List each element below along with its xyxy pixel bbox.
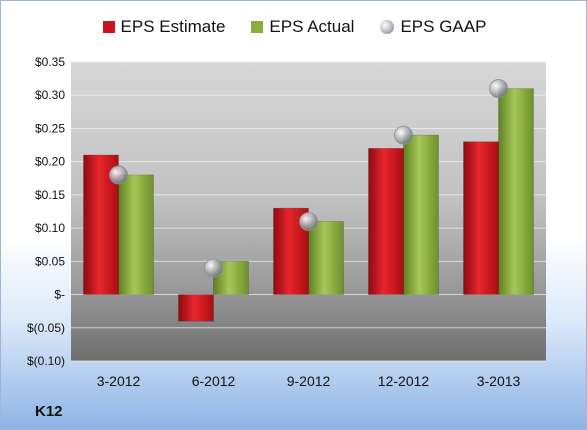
legend-label-eps-gaap: EPS GAAP <box>400 17 487 36</box>
bar-eps-actual <box>308 221 344 295</box>
marker-eps-gaap <box>394 125 413 145</box>
legend-marker-eps-gaap <box>380 20 395 34</box>
y-tick-label: $0.20 <box>35 155 65 169</box>
y-tick-label: $0.15 <box>35 188 65 202</box>
y-tick-label: $0.25 <box>35 121 65 135</box>
bar-eps-estimate <box>463 141 499 295</box>
company-label: K12 <box>35 403 63 420</box>
bar-eps-actual <box>403 134 439 295</box>
y-tick-label: $0.30 <box>35 88 65 102</box>
legend-label-eps-estimate: EPS Estimate <box>120 17 226 36</box>
legend-label-eps-actual: EPS Actual <box>269 17 355 36</box>
y-tick-label: $- <box>54 288 65 302</box>
bar-eps-actual <box>498 88 534 295</box>
x-tick-label: 6-2012 <box>192 373 236 389</box>
bar-eps-estimate <box>178 294 214 322</box>
y-tick-label: $(0.10) <box>27 354 65 368</box>
legend-item-eps-actual: EPS Actual <box>251 17 354 37</box>
y-tick-label: $(0.05) <box>27 321 65 335</box>
x-tick-label: 3-2013 <box>477 373 521 389</box>
marker-eps-gaap <box>489 79 508 98</box>
bar-eps-estimate <box>368 148 404 295</box>
x-tick-label: 9-2012 <box>287 373 331 389</box>
bar-eps-actual <box>118 174 154 295</box>
legend: EPS Estimate EPS Actual EPS GAAP <box>1 17 586 37</box>
legend-swatch-eps-actual <box>251 21 264 33</box>
marker-eps-gaap <box>299 212 318 231</box>
marker-eps-gaap <box>109 165 128 185</box>
y-tick-label: $0.10 <box>35 221 65 235</box>
y-tick-label: $0.05 <box>35 254 65 268</box>
x-tick-label: 12-2012 <box>378 373 430 389</box>
x-tick-label: 3-2012 <box>97 373 141 389</box>
legend-item-eps-gaap: EPS GAAP <box>380 17 486 37</box>
marker-eps-gaap <box>204 258 223 278</box>
legend-item-eps-estimate: EPS Estimate <box>102 17 226 37</box>
legend-swatch-eps-estimate <box>102 21 115 33</box>
y-tick-label: $0.35 <box>35 55 65 69</box>
